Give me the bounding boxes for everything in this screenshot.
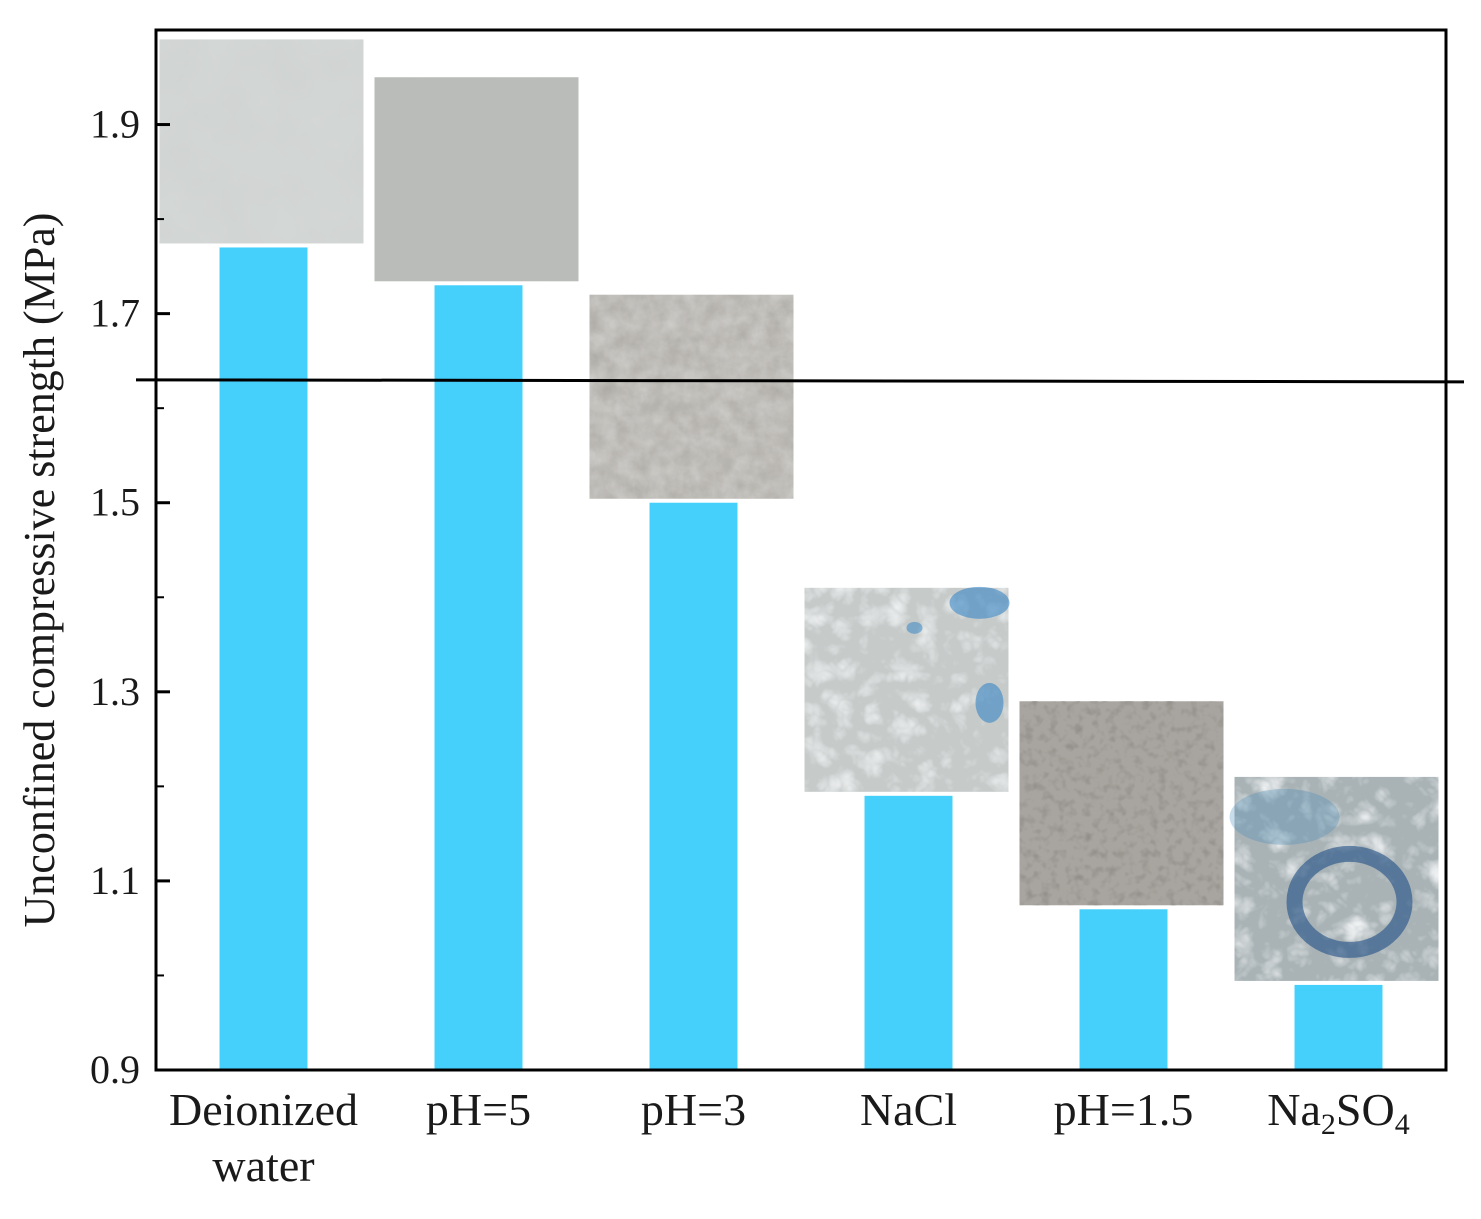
sample-photo-5 bbox=[1019, 701, 1224, 906]
bar-2 bbox=[434, 285, 523, 1071]
sample-photo-3 bbox=[589, 294, 794, 499]
x-tick-label-6: Na2SO4 bbox=[1267, 1084, 1409, 1141]
x-category-labels: Deionized water pH=5 pH=3 NaCl pH=1.5 Na2SO4 bbox=[169, 1084, 1410, 1191]
bar-4 bbox=[864, 795, 953, 1070]
sample-photo-2 bbox=[374, 77, 579, 282]
y-tick-label-4: 1.5 bbox=[90, 480, 140, 525]
y-ticks: 0.9 1.1 1.3 1.5 1.7 1.9 bbox=[90, 102, 170, 1092]
plot-frame bbox=[154, 28, 1448, 1072]
reference-line bbox=[135, 378, 1465, 384]
sample-photo-6 bbox=[1229, 776, 1439, 981]
y-tick-label-5: 1.7 bbox=[90, 291, 140, 336]
sample-photo-1 bbox=[159, 39, 364, 244]
x-tick-label-3: pH=3 bbox=[641, 1084, 746, 1135]
x-tick-label-5: pH=1.5 bbox=[1054, 1084, 1194, 1135]
bar-5 bbox=[1079, 909, 1168, 1070]
y-tick-label-2: 1.1 bbox=[90, 858, 140, 903]
bars bbox=[219, 247, 1383, 1071]
sample-photo-4 bbox=[804, 586, 1010, 792]
y-tick-label-6: 1.9 bbox=[90, 102, 140, 147]
y-tick-label-3: 1.3 bbox=[90, 669, 140, 714]
bar-1 bbox=[219, 247, 308, 1071]
x-tick-label-1: Deionized water bbox=[169, 1084, 358, 1191]
sample-photos bbox=[159, 39, 1439, 981]
bar-3 bbox=[649, 502, 738, 1070]
x-tick-label-4: NaCl bbox=[860, 1084, 957, 1135]
y-tick-label-1: 0.9 bbox=[90, 1047, 140, 1092]
x-tick-label-2: pH=5 bbox=[426, 1084, 531, 1135]
axes bbox=[154, 28, 1448, 1072]
y-axis-title: Unconfined compressive strength (MPa) bbox=[15, 213, 64, 928]
bar-6 bbox=[1294, 984, 1383, 1070]
